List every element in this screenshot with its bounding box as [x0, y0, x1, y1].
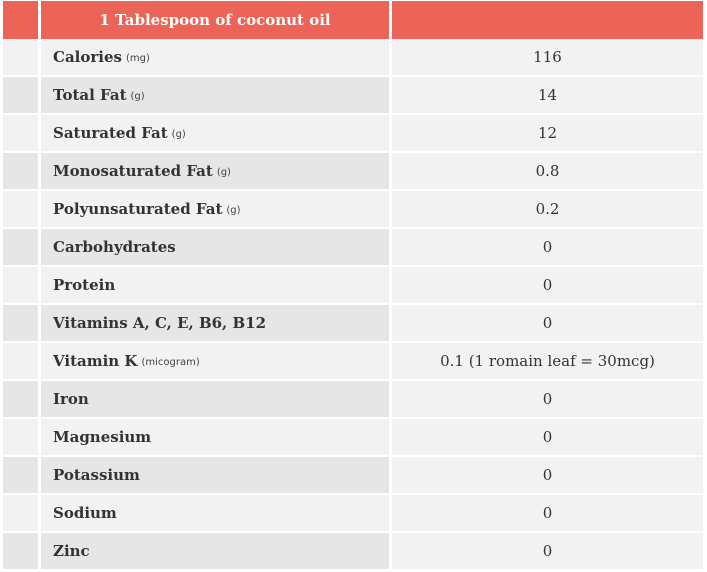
nutrient-value: 14 [537, 86, 558, 104]
nutrient-value: 0.1 (1 romain leaf = 30mcg) [440, 352, 655, 370]
nutrient-cell: Zinc [41, 533, 389, 569]
nutrient-cell: Vitamins A, C, E, B6, B12 [41, 305, 389, 341]
nutrient-label: Carbohydrates [53, 238, 176, 256]
nutrient-cell: Calories (mg) [41, 39, 389, 75]
nutrient-unit: (g) [130, 90, 145, 102]
nutrient-cell: Monosaturated Fat (g) [41, 153, 389, 189]
nutrient-cell: Vitamin K (micogram) [41, 343, 389, 379]
nutrient-cell: Iron [41, 381, 389, 417]
nutrient-label: Sodium [53, 504, 117, 522]
table-row: Saturated Fat (g) 12 [0, 115, 707, 151]
nutrient-label: Vitamin K [53, 352, 138, 370]
nutrient-label: Calories [53, 48, 122, 66]
nutrient-cell: Magnesium [41, 419, 389, 455]
value-cell: 0 [392, 495, 703, 531]
row-blank-cell [3, 495, 38, 531]
row-blank-cell [3, 305, 38, 341]
nutrient-unit: (g) [226, 204, 241, 216]
value-cell: 116 [392, 39, 703, 75]
table-row: Calories (mg) 116 [0, 39, 707, 75]
nutrient-cell: Protein [41, 267, 389, 303]
nutrient-label: Polyunsaturated Fat [53, 200, 223, 218]
nutrient-label: Magnesium [53, 428, 152, 446]
table-row: Vitamins A, C, E, B6, B12 0 [0, 305, 707, 341]
row-blank-cell [3, 191, 38, 227]
value-cell: 0.1 (1 romain leaf = 30mcg) [392, 343, 703, 379]
nutrient-label: Saturated Fat [53, 124, 168, 142]
value-cell: 0 [392, 267, 703, 303]
row-blank-cell [3, 229, 38, 265]
nutrient-cell: Saturated Fat (g) [41, 115, 389, 151]
nutrient-unit: (micogram) [141, 356, 200, 368]
nutrient-value: 0.8 [535, 162, 560, 180]
nutrient-value: 0 [542, 314, 553, 332]
nutrient-value: 0.2 [535, 200, 560, 218]
nutrient-value: 0 [542, 466, 553, 484]
nutrient-label: Vitamins A, C, E, B6, B12 [53, 314, 267, 332]
nutrient-label: Iron [53, 390, 89, 408]
row-blank-cell [3, 153, 38, 189]
nutrient-value: 0 [542, 276, 553, 294]
nutrient-value: 0 [542, 390, 553, 408]
row-blank-cell [3, 457, 38, 493]
row-blank-cell [3, 77, 38, 113]
table-title: 1 Tablespoon of coconut oil [41, 1, 389, 39]
row-blank-cell [3, 343, 38, 379]
nutrient-cell: Potassium [41, 457, 389, 493]
header-blank-cell [3, 1, 38, 39]
table-row: Potassium 0 [0, 457, 707, 493]
nutrient-value: 0 [542, 542, 553, 560]
value-cell: 14 [392, 77, 703, 113]
nutrient-label: Potassium [53, 466, 140, 484]
table-row: Magnesium 0 [0, 419, 707, 455]
nutrient-label: Total Fat [53, 86, 127, 104]
nutrient-cell: Carbohydrates [41, 229, 389, 265]
nutrient-label: Protein [53, 276, 116, 294]
row-blank-cell [3, 381, 38, 417]
value-cell: 0 [392, 533, 703, 569]
row-blank-cell [3, 419, 38, 455]
row-blank-cell [3, 39, 38, 75]
table-row: Carbohydrates 0 [0, 229, 707, 265]
table-row: Iron 0 [0, 381, 707, 417]
nutrient-unit: (mg) [125, 52, 150, 64]
nutrient-unit: (g) [216, 166, 231, 178]
row-blank-cell [3, 115, 38, 151]
value-cell: 0 [392, 229, 703, 265]
table-header-row: 1 Tablespoon of coconut oil [0, 1, 707, 39]
nutrient-value: 0 [542, 238, 553, 256]
nutrient-cell: Sodium [41, 495, 389, 531]
nutrient-value: 12 [537, 124, 558, 142]
header-value-cell [392, 1, 703, 39]
nutrient-value: 0 [542, 428, 553, 446]
value-cell: 0 [392, 305, 703, 341]
table-row: Monosaturated Fat (g) 0.8 [0, 153, 707, 189]
row-blank-cell [3, 267, 38, 303]
nutrient-unit: (g) [171, 128, 186, 140]
value-cell: 0.2 [392, 191, 703, 227]
table-row: Sodium 0 [0, 495, 707, 531]
value-cell: 0.8 [392, 153, 703, 189]
table-row: Total Fat (g) 14 [0, 77, 707, 113]
nutrient-cell: Polyunsaturated Fat (g) [41, 191, 389, 227]
nutrient-label: Monosaturated Fat [53, 162, 213, 180]
table-row: Zinc 0 [0, 533, 707, 569]
table-row: Vitamin K (micogram) 0.1 (1 romain leaf = … [0, 343, 707, 379]
nutrient-label: Zinc [53, 542, 90, 560]
value-cell: 12 [392, 115, 703, 151]
value-cell: 0 [392, 381, 703, 417]
value-cell: 0 [392, 457, 703, 493]
table-row: Polyunsaturated Fat (g) 0.2 [0, 191, 707, 227]
table-row: Protein 0 [0, 267, 707, 303]
nutrient-value: 0 [542, 504, 553, 522]
nutrient-value: 116 [533, 48, 562, 66]
row-blank-cell [3, 533, 38, 569]
nutrient-cell: Total Fat (g) [41, 77, 389, 113]
value-cell: 0 [392, 419, 703, 455]
